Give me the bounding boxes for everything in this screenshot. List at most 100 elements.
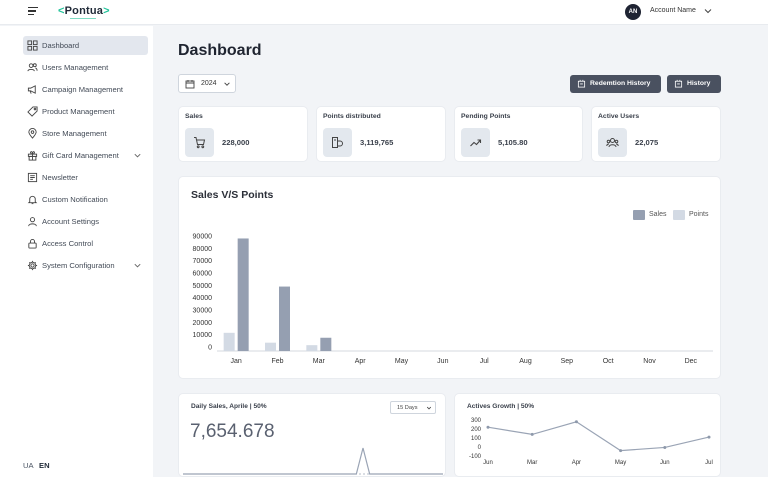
y-tick-label: 20000 bbox=[193, 320, 213, 327]
sales-points-bar-chart: 90000 80000 70000 60000 50000 40000 30000 20000… bbox=[193, 234, 713, 365]
data-point bbox=[619, 449, 623, 453]
data-point bbox=[707, 435, 711, 439]
lock-icon bbox=[28, 239, 37, 249]
x-tick-label: Jul bbox=[705, 460, 713, 466]
legend-label-points[interactable]: Points bbox=[689, 211, 709, 218]
sidebar-item-label: Access Control bbox=[42, 239, 94, 248]
stat-icon-box bbox=[323, 128, 352, 157]
sidebar-item-dashboard[interactable]: Dashboard bbox=[23, 36, 148, 55]
x-tick-label: Aug bbox=[519, 358, 532, 365]
y-tick-label: 100 bbox=[471, 436, 482, 442]
chevron-down-icon[interactable] bbox=[133, 261, 142, 270]
sidebar-item-newsletter[interactable]: Newsletter bbox=[23, 168, 148, 187]
hamburger-menu-icon[interactable] bbox=[28, 7, 38, 15]
chevron-down-icon[interactable] bbox=[703, 6, 713, 16]
legend-swatch-points[interactable] bbox=[673, 210, 685, 220]
chevron-down-icon[interactable] bbox=[133, 151, 142, 160]
users-icon bbox=[606, 138, 619, 148]
y-tick-label: 200 bbox=[471, 427, 482, 433]
sidebar-item-gift-card-management[interactable]: Gift Card Management bbox=[23, 146, 148, 165]
bell-icon bbox=[27, 195, 38, 205]
stat-value: 22,075 bbox=[635, 138, 659, 147]
chevron-down-icon bbox=[426, 406, 432, 410]
sidebar-item-label: Store Management bbox=[42, 129, 107, 138]
stat-title: Active Users bbox=[598, 113, 640, 120]
daily-sales-card: Daily Sales, Aprile | 50% 15 Days 7,654.… bbox=[178, 393, 446, 477]
x-tick-label: Nov bbox=[643, 358, 656, 365]
account-name[interactable]: Account Name bbox=[650, 7, 696, 14]
sidebar-item-label: Gift Card Management bbox=[42, 151, 119, 160]
y-tick-label: 40000 bbox=[193, 295, 213, 302]
history-button[interactable]: History bbox=[667, 75, 721, 93]
calendar-icon bbox=[185, 80, 195, 89]
y-tick-label: 60000 bbox=[193, 271, 213, 278]
redemption-history-button[interactable]: Redemtion History bbox=[570, 75, 661, 93]
sidebar-item-label: System Configuration bbox=[42, 261, 115, 270]
data-point bbox=[574, 420, 578, 424]
x-tick-label: Jul bbox=[480, 358, 489, 365]
sidebar-item-store-management[interactable]: Store Management bbox=[23, 124, 148, 143]
location-pin-icon bbox=[28, 128, 37, 139]
chevron-down-icon bbox=[224, 82, 230, 86]
sidebar-item-system-configuration[interactable]: System Configuration bbox=[23, 256, 148, 275]
year-select[interactable]: 2024 bbox=[178, 74, 236, 93]
year-value: 2024 bbox=[201, 80, 217, 87]
cart-icon bbox=[194, 137, 206, 149]
sidebar-item-label: Product Management bbox=[42, 107, 115, 116]
trend-up-icon bbox=[470, 139, 482, 147]
language-ua[interactable]: UA bbox=[23, 461, 34, 470]
avatar[interactable]: AN bbox=[625, 4, 641, 20]
language-en[interactable]: EN bbox=[39, 461, 50, 470]
x-tick-label: Jun bbox=[660, 460, 670, 466]
tag-icon bbox=[27, 106, 38, 117]
bar-points bbox=[223, 332, 235, 351]
sidebar-item-label: Dashboard bbox=[42, 41, 80, 50]
sidebar-item-campaign-management[interactable]: Campaign Management bbox=[23, 80, 148, 99]
x-tick-label: Mar bbox=[527, 460, 537, 466]
gear-icon bbox=[27, 260, 38, 271]
sidebar-item-access-control[interactable]: Access Control bbox=[23, 234, 148, 253]
sidebar-item-users-management[interactable]: Users Management bbox=[23, 58, 148, 77]
actives-growth-card: Actives Growth | 50% 300 200 100 0 -100 Jun Ma… bbox=[454, 393, 721, 477]
x-tick-label: Feb bbox=[271, 358, 283, 365]
grid-icon bbox=[27, 40, 38, 51]
receipt-icon bbox=[577, 79, 586, 88]
sidebar-item-label: Users Management bbox=[42, 63, 109, 72]
legend-swatch-sales[interactable] bbox=[633, 210, 645, 220]
y-tick-label: 0 bbox=[208, 345, 212, 352]
x-tick-label: Apr bbox=[572, 460, 581, 466]
data-point bbox=[486, 425, 490, 429]
range-value: 15 Days bbox=[397, 405, 418, 411]
legend-label-sales[interactable]: Sales bbox=[649, 211, 667, 218]
brand-logo[interactable]: <Pontua> bbox=[58, 5, 110, 17]
chart-title: Sales V/S Points bbox=[191, 189, 274, 201]
stat-card-sales: Sales 228,000 bbox=[178, 106, 308, 162]
stat-card-pending-points: Pending Points 5,105.80 bbox=[454, 106, 583, 162]
users-icon bbox=[27, 63, 38, 72]
y-tick-label: 300 bbox=[471, 418, 482, 424]
sidebar-item-product-management[interactable]: Product Management bbox=[23, 102, 148, 121]
bar-sales bbox=[237, 238, 249, 351]
sidebar-item-custom-notification[interactable]: Custom Notification bbox=[23, 190, 148, 209]
sidebar-item-account-settings[interactable]: Account Settings bbox=[23, 212, 148, 231]
sales-points-chart-card: Sales V/S Points Sales Points 90000 80000… bbox=[178, 176, 721, 379]
stat-card-points-distributed: Points distributed 3,119,765 bbox=[316, 106, 446, 162]
y-tick-label: 50000 bbox=[193, 283, 213, 290]
x-tick-label: Sep bbox=[561, 358, 574, 365]
stat-title: Pending Points bbox=[461, 113, 511, 120]
actives-growth-title: Actives Growth | 50% bbox=[467, 403, 535, 410]
bar-sales bbox=[279, 286, 290, 351]
sidebar-item-label: Campaign Management bbox=[42, 85, 124, 94]
stat-icon-box bbox=[598, 128, 627, 157]
series-line bbox=[487, 421, 710, 452]
bar-points bbox=[306, 345, 318, 351]
y-tick-label: 80000 bbox=[193, 246, 213, 253]
sidebar-item-label: Account Settings bbox=[42, 217, 99, 226]
x-tick-label: Jun bbox=[437, 358, 448, 365]
y-tick-label: 10000 bbox=[193, 332, 213, 339]
range-select[interactable]: 15 Days bbox=[390, 401, 436, 414]
x-tick-label: Apr bbox=[355, 358, 367, 365]
newspaper-icon bbox=[27, 172, 38, 183]
logo-underline bbox=[70, 18, 96, 19]
